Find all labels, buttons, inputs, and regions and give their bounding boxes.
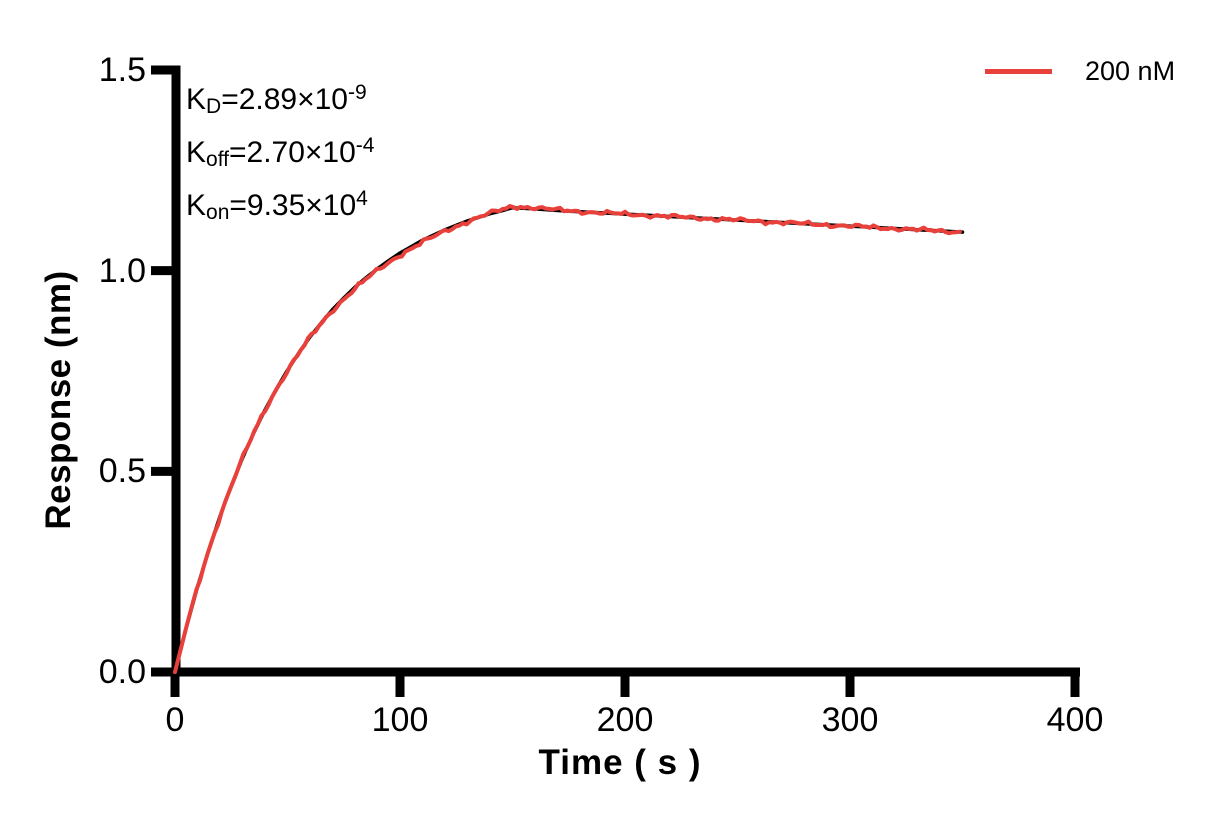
y-tick-label: 0.5	[98, 452, 146, 491]
data-curve-200nM	[173, 204, 962, 674]
kd-symbol: K	[186, 83, 207, 117]
kon-exponent: 4	[356, 186, 368, 210]
kd-subscript: D	[206, 94, 222, 118]
legend-line-swatch	[985, 68, 1052, 74]
kon-annotation: Kon=9.35×104	[186, 179, 374, 232]
kon-subscript: on	[206, 200, 230, 224]
kon-symbol: K	[186, 188, 207, 222]
kd-annotation: KD=2.89×10-9	[186, 73, 374, 126]
y-axis-title: Response (nm)	[39, 270, 78, 530]
x-axis-title: Time ( s )	[538, 743, 702, 782]
x-tick-label: 100	[371, 701, 429, 739]
koff-annotation: Koff=2.70×10-4	[186, 126, 374, 179]
legend-label: 200 nM	[1085, 55, 1176, 86]
koff-value: =2.70×10	[228, 135, 356, 169]
koff-symbol: K	[186, 135, 207, 169]
y-tick-label: 0.0	[98, 653, 146, 691]
fit-curve	[173, 205, 965, 674]
x-tick-label: 400	[1046, 701, 1104, 739]
kinetic-annotations: KD=2.89×10-9 Koff=2.70×10-4 Kon=9.35×104	[186, 73, 374, 232]
koff-subscript: off	[206, 147, 229, 171]
kd-value: =2.89×10	[221, 83, 348, 117]
x-tick-label: 300	[821, 701, 879, 739]
y-tick-label: 1.5	[98, 51, 146, 89]
x-tick-label: 0	[165, 701, 185, 739]
kd-exponent: -9	[347, 81, 367, 104]
legend: 200 nM	[985, 54, 1175, 88]
koff-exponent: -4	[355, 133, 375, 157]
x-tick-label: 200	[596, 701, 654, 739]
y-tick-label: 1.0	[98, 251, 146, 290]
kon-value: =9.35×10	[229, 188, 357, 222]
